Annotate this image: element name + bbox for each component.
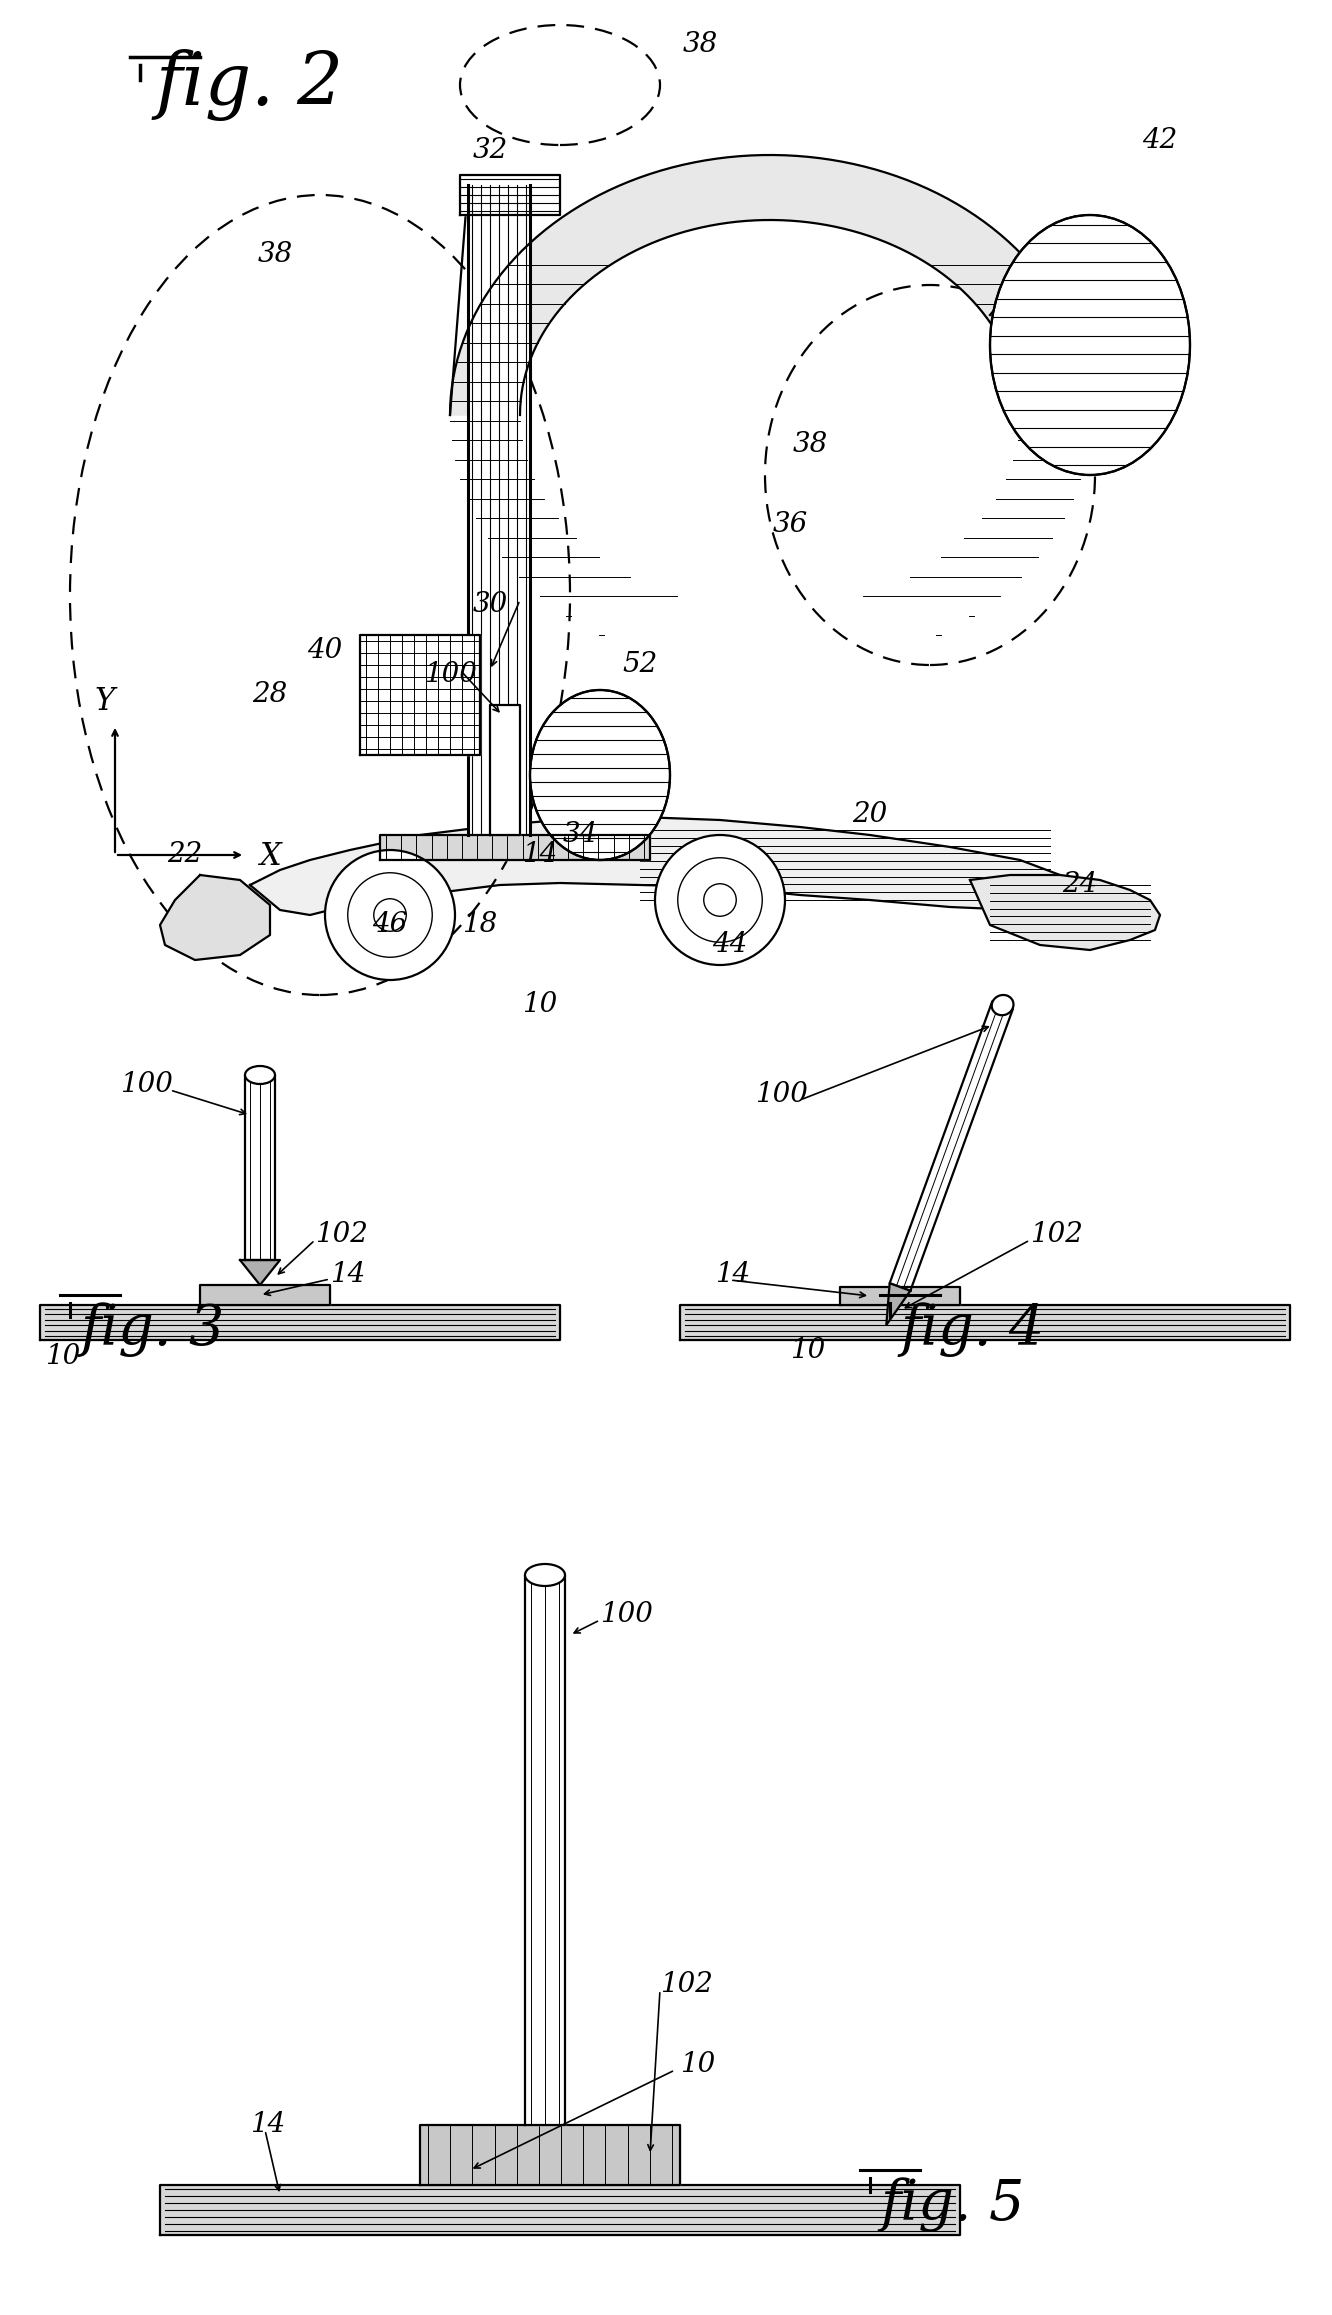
Text: fig. 3: fig. 3 — [80, 1303, 224, 1357]
Text: 38: 38 — [257, 241, 293, 269]
Text: 44: 44 — [713, 931, 747, 958]
Polygon shape — [840, 1287, 960, 1306]
Polygon shape — [886, 1283, 910, 1324]
Text: fig. 2: fig. 2 — [155, 49, 344, 120]
Text: 102: 102 — [659, 1972, 713, 1998]
Text: 42: 42 — [1143, 127, 1177, 153]
Ellipse shape — [990, 215, 1189, 475]
Text: 102: 102 — [1030, 1222, 1083, 1248]
Text: 28: 28 — [252, 681, 288, 708]
Polygon shape — [681, 1306, 1289, 1340]
Text: 10: 10 — [790, 1336, 826, 1364]
Text: 22: 22 — [168, 840, 202, 868]
Polygon shape — [450, 155, 1076, 414]
Text: fig. 5: fig. 5 — [880, 2178, 1024, 2232]
Ellipse shape — [245, 1065, 274, 1083]
Polygon shape — [160, 875, 270, 961]
Polygon shape — [360, 634, 480, 755]
Text: 18: 18 — [462, 912, 498, 938]
Polygon shape — [460, 176, 559, 215]
Text: 24: 24 — [1063, 870, 1098, 898]
Polygon shape — [380, 836, 650, 859]
Polygon shape — [490, 706, 519, 836]
Polygon shape — [525, 1574, 565, 2125]
Text: 100: 100 — [424, 662, 477, 688]
Text: 14: 14 — [715, 1262, 750, 1289]
Text: 100: 100 — [599, 1602, 653, 1627]
Ellipse shape — [525, 1565, 565, 1586]
Text: 10: 10 — [681, 2051, 715, 2079]
Ellipse shape — [655, 836, 785, 965]
Text: 10: 10 — [522, 991, 558, 1019]
Text: 52: 52 — [622, 651, 658, 678]
Text: 20: 20 — [852, 801, 887, 829]
Text: 102: 102 — [314, 1222, 368, 1248]
Text: 14: 14 — [330, 1262, 365, 1289]
Text: 34: 34 — [562, 822, 598, 850]
Text: 10: 10 — [45, 1343, 80, 1370]
Polygon shape — [468, 185, 530, 836]
Text: 40: 40 — [308, 637, 342, 664]
Text: 100: 100 — [755, 1081, 809, 1109]
Polygon shape — [970, 875, 1160, 949]
Polygon shape — [250, 817, 1060, 914]
Text: 14: 14 — [522, 840, 558, 868]
Text: 36: 36 — [773, 512, 807, 539]
Text: 38: 38 — [682, 32, 718, 58]
Polygon shape — [420, 2125, 681, 2185]
Polygon shape — [890, 1002, 1012, 1292]
Text: fig. 4: fig. 4 — [900, 1303, 1044, 1357]
Ellipse shape — [992, 995, 1014, 1016]
Polygon shape — [200, 1285, 330, 1306]
Text: 46: 46 — [373, 912, 408, 938]
Polygon shape — [245, 1074, 274, 1259]
Polygon shape — [40, 1306, 559, 1340]
Text: 14: 14 — [250, 2111, 285, 2139]
Text: 38: 38 — [793, 431, 827, 458]
Text: 32: 32 — [473, 137, 507, 164]
Ellipse shape — [325, 850, 456, 979]
Polygon shape — [160, 2185, 960, 2234]
Ellipse shape — [530, 690, 670, 859]
Text: Y: Y — [95, 685, 115, 718]
Text: 100: 100 — [120, 1072, 173, 1100]
Text: X: X — [260, 840, 282, 873]
Polygon shape — [240, 1259, 280, 1285]
Text: 30: 30 — [473, 593, 507, 618]
